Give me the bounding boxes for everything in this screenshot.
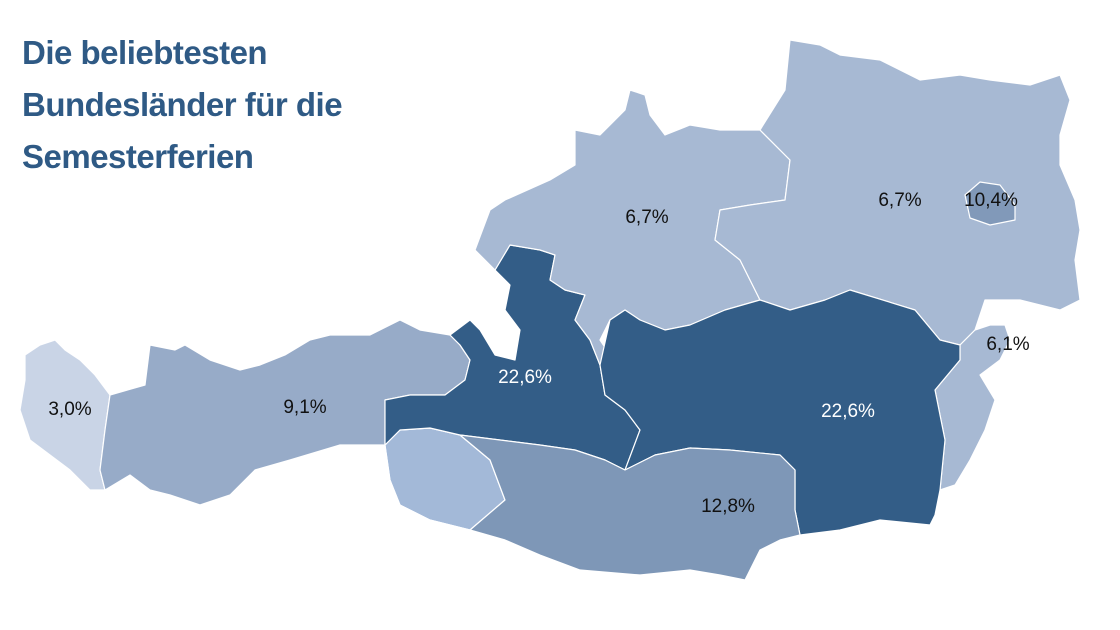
region	[714, 39, 1081, 346]
region-label: 3,0%	[48, 399, 91, 420]
title-line: Die beliebtesten	[22, 34, 267, 71]
region-label: 10,4%	[964, 190, 1018, 211]
region-label: 6,7%	[878, 190, 921, 211]
region	[459, 434, 801, 581]
region-label: 12,8%	[701, 496, 755, 517]
region	[964, 181, 1016, 226]
title-line: Semesterferien	[22, 138, 253, 175]
region-label: 9,1%	[283, 397, 326, 418]
region-label: 6,7%	[625, 207, 668, 228]
region-label: 22,6%	[821, 401, 875, 422]
title-line: Bundesländer für die	[22, 86, 342, 123]
region-label: 6,1%	[986, 334, 1029, 355]
region-label: 22,6%	[498, 367, 552, 388]
